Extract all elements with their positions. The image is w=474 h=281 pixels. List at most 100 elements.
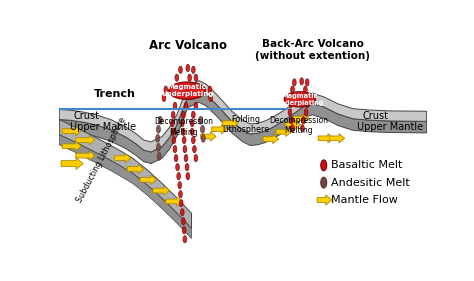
FancyArrow shape: [285, 120, 301, 129]
Text: Andesitic Melt: Andesitic Melt: [331, 178, 410, 188]
Text: Upper Mantle: Upper Mantle: [357, 122, 423, 132]
Ellipse shape: [181, 119, 184, 127]
FancyArrow shape: [140, 175, 156, 184]
Ellipse shape: [321, 160, 327, 171]
FancyArrow shape: [317, 195, 332, 205]
Text: Decompression
Melting: Decompression Melting: [154, 117, 213, 137]
Ellipse shape: [194, 102, 198, 110]
Ellipse shape: [194, 74, 198, 81]
Ellipse shape: [178, 182, 182, 189]
Ellipse shape: [290, 117, 293, 124]
Text: Crust: Crust: [362, 111, 388, 121]
Ellipse shape: [164, 86, 168, 93]
Ellipse shape: [201, 125, 205, 133]
Ellipse shape: [191, 119, 194, 127]
Text: Back-Arc Volcano
(without extention): Back-Arc Volcano (without extention): [255, 39, 370, 61]
FancyArrow shape: [201, 132, 216, 141]
Ellipse shape: [169, 82, 205, 99]
Ellipse shape: [173, 146, 177, 153]
FancyArrow shape: [318, 133, 334, 143]
Ellipse shape: [177, 173, 181, 180]
Text: Folding
Lithosphere: Folding Lithosphere: [222, 115, 270, 134]
Ellipse shape: [183, 236, 187, 243]
FancyArrow shape: [166, 197, 182, 206]
Ellipse shape: [301, 124, 304, 132]
Ellipse shape: [156, 125, 161, 133]
FancyArrow shape: [127, 164, 144, 174]
FancyArrow shape: [153, 186, 170, 195]
Ellipse shape: [186, 173, 190, 180]
Ellipse shape: [303, 86, 307, 93]
Ellipse shape: [184, 155, 188, 162]
Ellipse shape: [304, 109, 308, 116]
FancyArrow shape: [62, 142, 82, 151]
Ellipse shape: [158, 116, 162, 124]
FancyArrow shape: [76, 151, 95, 160]
Ellipse shape: [179, 191, 182, 198]
Ellipse shape: [208, 86, 212, 93]
Ellipse shape: [181, 209, 184, 216]
FancyArrow shape: [61, 158, 83, 169]
Ellipse shape: [183, 146, 187, 153]
Ellipse shape: [201, 134, 205, 142]
Ellipse shape: [175, 74, 179, 81]
FancyArrow shape: [114, 153, 131, 163]
FancyArrow shape: [276, 127, 292, 137]
Ellipse shape: [188, 74, 191, 81]
FancyArrow shape: [62, 126, 82, 136]
Text: Upper Mantle: Upper Mantle: [70, 122, 136, 132]
Text: Subducting Lithosphere: Subducting Lithosphere: [75, 116, 128, 204]
Ellipse shape: [171, 111, 175, 119]
Ellipse shape: [186, 64, 190, 72]
Ellipse shape: [292, 79, 296, 86]
Ellipse shape: [191, 111, 195, 119]
FancyArrow shape: [76, 135, 95, 145]
Text: Trench: Trench: [93, 89, 135, 99]
Ellipse shape: [182, 111, 185, 119]
Text: Crust: Crust: [73, 111, 99, 121]
Polygon shape: [59, 81, 427, 152]
Ellipse shape: [321, 177, 327, 188]
Ellipse shape: [288, 109, 292, 116]
Ellipse shape: [172, 137, 176, 144]
Ellipse shape: [301, 117, 305, 124]
Ellipse shape: [155, 134, 160, 142]
Ellipse shape: [182, 217, 185, 225]
Text: Magmatic
Underplating: Magmatic Underplating: [161, 84, 213, 97]
Ellipse shape: [284, 92, 316, 107]
Ellipse shape: [182, 128, 185, 135]
Ellipse shape: [174, 155, 178, 162]
Text: Decompression
Melting: Decompression Melting: [269, 116, 328, 135]
Ellipse shape: [289, 100, 292, 108]
Ellipse shape: [291, 124, 294, 132]
Ellipse shape: [179, 66, 182, 73]
Ellipse shape: [305, 100, 309, 108]
Text: Magmatic
Underplating: Magmatic Underplating: [276, 93, 324, 106]
FancyArrow shape: [293, 114, 309, 123]
Ellipse shape: [291, 86, 294, 93]
Ellipse shape: [199, 116, 203, 124]
FancyArrow shape: [212, 124, 227, 134]
Ellipse shape: [156, 143, 161, 151]
Text: Arc Volcano: Arc Volcano: [149, 39, 227, 52]
Ellipse shape: [191, 137, 195, 144]
Ellipse shape: [300, 78, 303, 85]
Ellipse shape: [176, 164, 179, 171]
Ellipse shape: [171, 128, 175, 135]
Text: Mantle Flow: Mantle Flow: [331, 195, 398, 205]
Ellipse shape: [162, 94, 166, 101]
Ellipse shape: [171, 119, 174, 127]
Text: Basaltic Melt: Basaltic Melt: [331, 160, 402, 170]
Polygon shape: [59, 135, 191, 239]
Ellipse shape: [192, 146, 196, 153]
Ellipse shape: [191, 128, 194, 135]
FancyArrow shape: [223, 119, 238, 128]
Ellipse shape: [182, 227, 186, 234]
Ellipse shape: [209, 94, 212, 101]
Ellipse shape: [305, 79, 309, 86]
Ellipse shape: [194, 155, 198, 162]
FancyArrow shape: [263, 134, 279, 144]
Ellipse shape: [191, 66, 195, 73]
Polygon shape: [59, 91, 427, 164]
Ellipse shape: [157, 152, 161, 160]
